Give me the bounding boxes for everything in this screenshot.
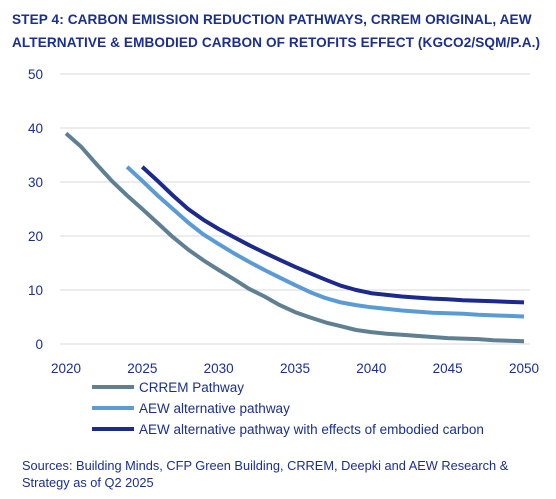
chart-title-line-2: ALTERNATIVE & EMBODIED CARBON OF RETOFIT… [12, 35, 541, 50]
legend: CRREM Pathway AEW alternative pathway AEW … [92, 380, 484, 437]
source-note: Sources: Building Minds, CFP Green Build… [22, 458, 509, 490]
y-axis-tick-labels: 0 10 20 30 40 50 [28, 67, 43, 352]
y-tick-label: 30 [28, 175, 43, 190]
series-line-2 [125, 165, 525, 319]
legend-label-2: AEW alternative pathway [139, 401, 290, 416]
y-tick-label: 10 [28, 283, 43, 298]
x-tick-label: 2045 [433, 361, 463, 376]
y-tick-label: 40 [28, 121, 43, 136]
x-tick-label: 2020 [51, 361, 81, 376]
series-line-1 [64, 131, 525, 344]
y-tick-label: 20 [28, 229, 43, 244]
legend-label-1: CRREM Pathway [139, 380, 244, 395]
x-tick-label: 2035 [280, 361, 310, 376]
series-line-3 [140, 165, 525, 305]
x-tick-label: 2025 [127, 361, 157, 376]
x-axis-tick-labels: 2020 2025 2030 2035 2040 2045 2050 [51, 361, 539, 376]
legend-label-3: AEW alternative pathway with effects of … [139, 422, 484, 437]
x-tick-label: 2050 [509, 361, 539, 376]
series-lines [64, 131, 525, 344]
chart-title: STEP 4: CARBON EMISSION REDUCTION PATHWA… [12, 8, 548, 54]
y-tick-label: 50 [28, 67, 43, 82]
y-tick-label: 0 [35, 337, 43, 352]
x-tick-label: 2030 [204, 361, 234, 376]
x-tick-label: 2040 [356, 361, 386, 376]
gridlines [60, 73, 530, 345]
chart-title-line-1: STEP 4: CARBON EMISSION REDUCTION PATHWA… [12, 12, 532, 27]
